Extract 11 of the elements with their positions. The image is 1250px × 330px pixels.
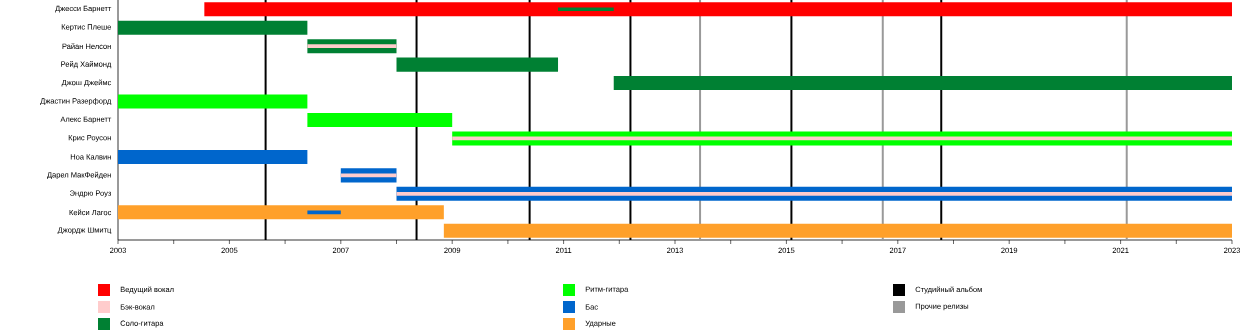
bar bbox=[396, 192, 1232, 196]
bar bbox=[396, 57, 559, 72]
bar bbox=[204, 2, 1232, 17]
bar bbox=[118, 149, 308, 164]
bar bbox=[118, 94, 308, 109]
bar bbox=[118, 205, 444, 220]
bar bbox=[443, 223, 1232, 238]
bar bbox=[307, 44, 397, 48]
bar bbox=[118, 20, 308, 35]
bar bbox=[307, 112, 453, 128]
bar bbox=[613, 76, 1232, 91]
